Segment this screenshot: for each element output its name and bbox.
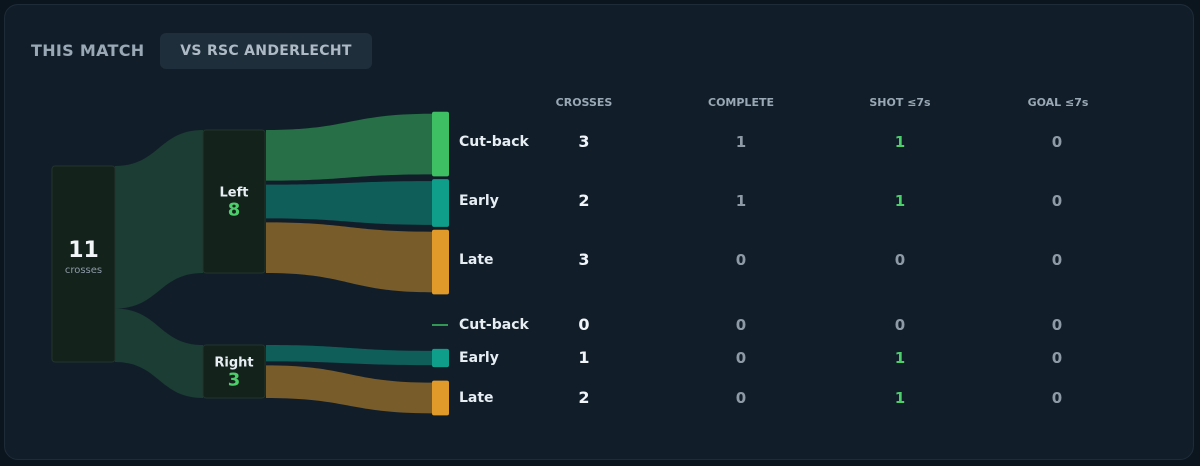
total-value: 11: [68, 238, 99, 263]
flow-left-early: [266, 181, 432, 225]
row-label-left-cutback: Cut-back: [459, 134, 530, 150]
cell-left-late-complete: 0: [736, 251, 746, 269]
row-label-right-early: Early: [459, 350, 499, 366]
root-flow-left: [115, 130, 203, 309]
cell-right-early-crosses: 1: [578, 348, 589, 367]
cell-right-late-goal: 0: [1052, 389, 1062, 407]
bar-left-cutback: [432, 111, 449, 177]
flow-right-late: [266, 365, 432, 414]
cell-right-cutback-goal: 0: [1052, 316, 1062, 334]
column-header-shot: SHOT ≤7s: [869, 96, 931, 109]
row-label-left-late: Late: [459, 252, 494, 268]
column-header-complete: COMPLETE: [708, 96, 774, 109]
cell-right-late-crosses: 2: [578, 388, 589, 407]
cell-right-late-shot: 1: [895, 389, 905, 407]
cell-left-early-goal: 0: [1052, 192, 1062, 210]
section-title: THIS MATCH: [31, 41, 145, 60]
row-label-left-early: Early: [459, 193, 499, 209]
flow-left-cutback: [266, 113, 432, 181]
group-total-right: 3: [228, 370, 241, 391]
bar-left-late: [432, 229, 449, 295]
root-flow-right: [115, 308, 203, 398]
cell-left-late-crosses: 3: [578, 250, 589, 269]
row-label-right-late: Late: [459, 390, 494, 406]
cell-right-cutback-crosses: 0: [578, 315, 589, 334]
column-header-goal: GOAL ≤7s: [1027, 96, 1089, 109]
cell-left-cutback-complete: 1: [736, 133, 746, 151]
bar-right-late: [432, 380, 449, 416]
group-label-right: Right: [214, 356, 253, 371]
flow-right-early: [266, 345, 432, 366]
cell-right-early-shot: 1: [895, 349, 905, 367]
cell-right-cutback-shot: 0: [895, 316, 905, 334]
cell-left-late-goal: 0: [1052, 251, 1062, 269]
total-node: [51, 165, 116, 363]
bar-right-early: [432, 348, 449, 368]
cell-left-late-shot: 0: [895, 251, 905, 269]
cell-left-cutback-shot: 1: [895, 133, 905, 151]
cell-right-early-complete: 0: [736, 349, 746, 367]
cell-left-early-shot: 1: [895, 192, 905, 210]
bar-left-early: [432, 179, 449, 227]
cell-left-cutback-crosses: 3: [578, 132, 589, 151]
cell-right-late-complete: 0: [736, 389, 746, 407]
opponent-tab[interactable]: VS RSC ANDERLECHT: [160, 33, 372, 69]
cell-right-early-goal: 0: [1052, 349, 1062, 367]
cell-left-cutback-goal: 0: [1052, 133, 1062, 151]
total-label: crosses: [65, 265, 102, 276]
column-header-crosses: CROSSES: [555, 96, 613, 109]
cell-left-early-crosses: 2: [578, 191, 589, 210]
group-node-right: [202, 344, 266, 399]
group-label-left: Left: [220, 186, 249, 201]
cell-right-cutback-complete: 0: [736, 316, 746, 334]
flow-left-late: [266, 222, 432, 293]
group-total-left: 8: [228, 200, 241, 221]
row-label-right-cutback: Cut-back: [459, 317, 530, 333]
group-node-left: [202, 129, 266, 274]
cell-left-early-complete: 1: [736, 192, 746, 210]
